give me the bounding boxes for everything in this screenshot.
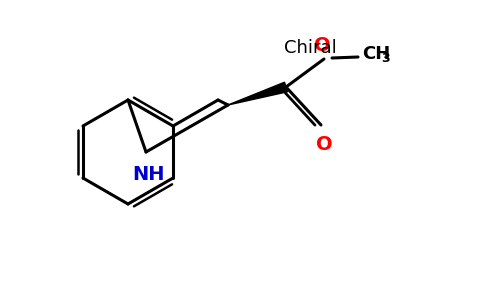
Text: NH: NH (132, 165, 164, 184)
Text: CH: CH (362, 45, 390, 63)
Text: O: O (314, 36, 330, 55)
Polygon shape (228, 82, 287, 105)
Text: O: O (316, 135, 333, 154)
Text: 3: 3 (381, 52, 390, 64)
Text: Chiral: Chiral (284, 39, 336, 57)
